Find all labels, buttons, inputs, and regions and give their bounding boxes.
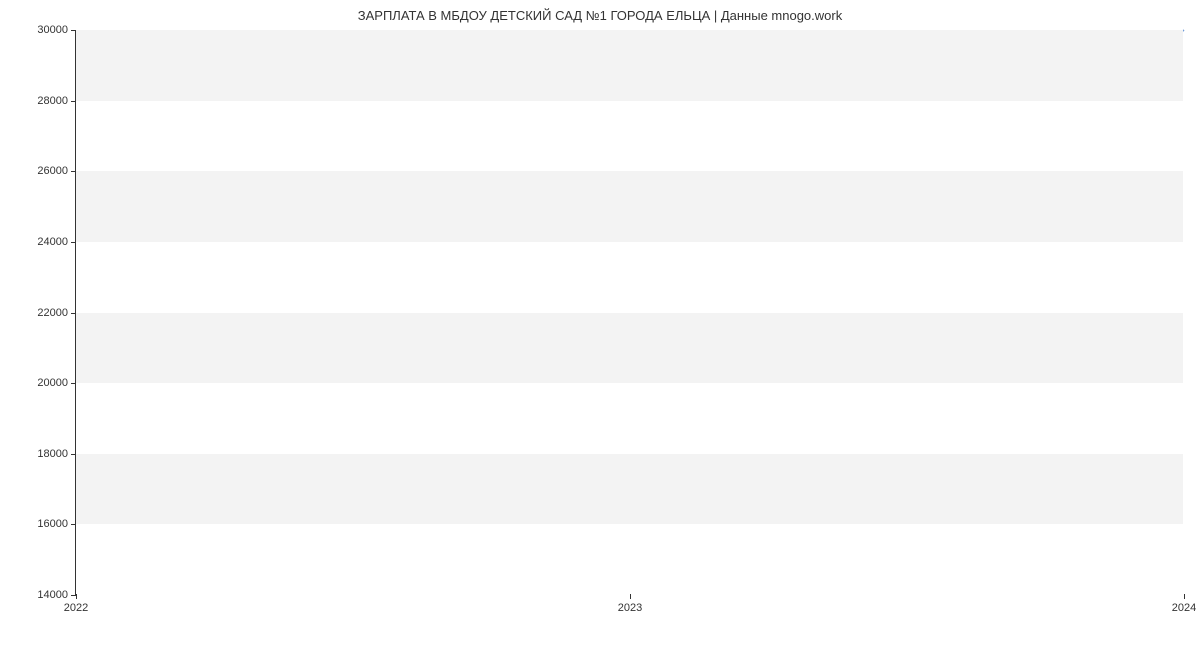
y-tick-label: 14000 — [37, 589, 68, 601]
y-tick-mark — [71, 313, 76, 314]
grid-band — [76, 313, 1183, 384]
y-tick-label: 24000 — [37, 236, 68, 248]
y-tick-mark — [71, 101, 76, 102]
y-tick-label: 20000 — [37, 377, 68, 389]
plot-area: 1400016000180002000022000240002600028000… — [75, 30, 1183, 595]
grid-band — [76, 454, 1183, 525]
y-tick-mark — [71, 30, 76, 31]
grid-band — [76, 242, 1183, 313]
grid-band — [76, 30, 1183, 101]
y-tick-label: 18000 — [37, 448, 68, 460]
x-tick-mark — [1184, 594, 1185, 599]
grid-band — [76, 171, 1183, 242]
y-tick-label: 16000 — [37, 518, 68, 530]
y-tick-label: 30000 — [37, 24, 68, 36]
x-tick-mark — [76, 594, 77, 599]
x-tick-label: 2022 — [64, 602, 88, 614]
y-tick-label: 22000 — [37, 307, 68, 319]
y-tick-mark — [71, 242, 76, 243]
x-tick-label: 2023 — [618, 602, 642, 614]
x-tick-label: 2024 — [1172, 602, 1196, 614]
y-tick-mark — [71, 524, 76, 525]
salary-chart: ЗАРПЛАТА В МБДОУ ДЕТСКИЙ САД №1 ГОРОДА Е… — [0, 0, 1200, 650]
x-tick-mark — [630, 594, 631, 599]
grid-band — [76, 383, 1183, 454]
y-tick-label: 28000 — [37, 95, 68, 107]
y-tick-mark — [71, 171, 76, 172]
grid-band — [76, 101, 1183, 172]
y-tick-mark — [71, 454, 76, 455]
chart-title: ЗАРПЛАТА В МБДОУ ДЕТСКИЙ САД №1 ГОРОДА Е… — [0, 8, 1200, 23]
y-tick-mark — [71, 383, 76, 384]
y-tick-label: 26000 — [37, 165, 68, 177]
grid-band — [76, 524, 1183, 595]
